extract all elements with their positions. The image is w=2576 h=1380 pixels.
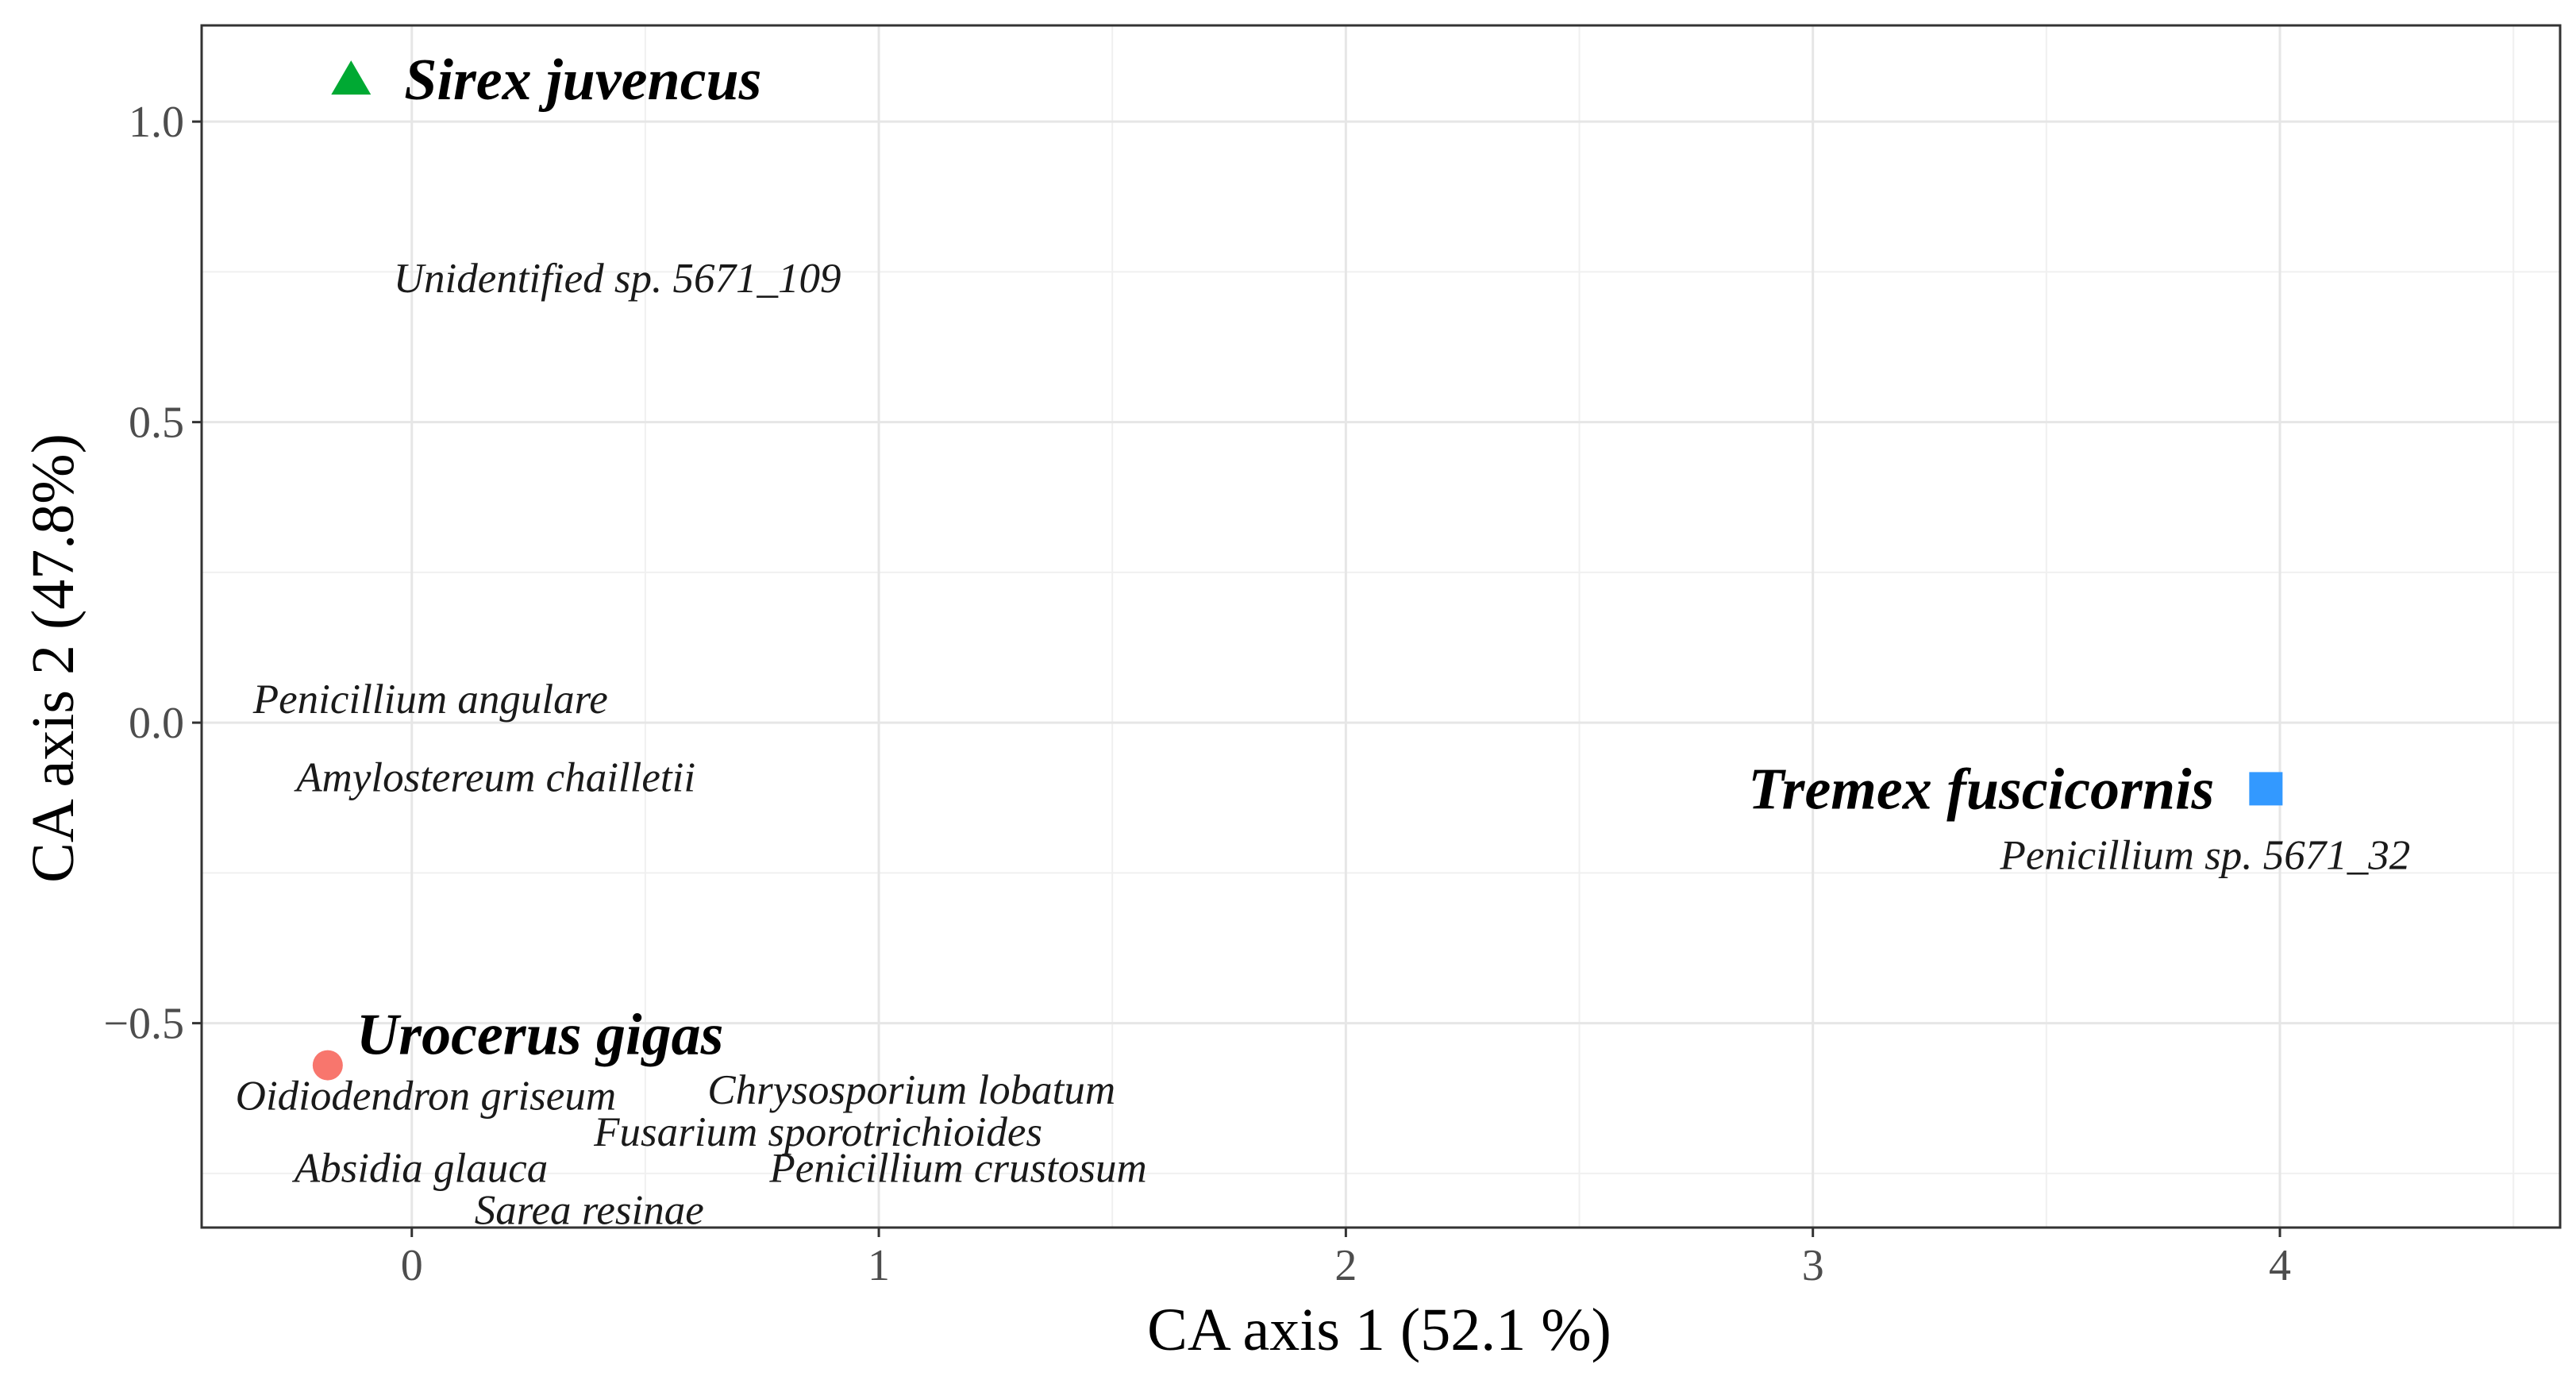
- site-label: Urocerus gigas: [356, 1003, 724, 1068]
- y-tick-label: −0.5: [103, 1000, 184, 1049]
- x-tick-label: 3: [1802, 1241, 1824, 1290]
- x-tick-label: 2: [1334, 1241, 1357, 1290]
- species-label: Oidiodendron griseum: [236, 1073, 616, 1119]
- species-label: Absidia glauca: [292, 1145, 548, 1191]
- species-label: Penicillium sp. 5671_32: [2000, 833, 2411, 879]
- y-tick-label: 0.0: [129, 699, 184, 748]
- site-point-circle: [312, 1050, 343, 1081]
- x-axis-title: CA axis 1 (52.1 %): [1147, 1297, 1611, 1363]
- axis-ticks: 0 1 2 3 4 −0.5 0.0 0.5 1.0: [103, 98, 2291, 1290]
- y-tick-label: 1.0: [129, 98, 184, 147]
- site-point-triangle: [331, 60, 372, 95]
- site-points: Sirex juvencus Tremex fuscicornis Urocerus…: [312, 48, 2283, 1081]
- species-label: Chrysosporium lobatum: [707, 1067, 1115, 1113]
- species-label: Penicillium angulare: [252, 677, 608, 723]
- panel-border: [200, 24, 2562, 1229]
- species-label: Amylostereum chailletii: [294, 754, 695, 800]
- site-point-square: [2249, 772, 2283, 806]
- x-tick-label: 4: [2269, 1241, 2291, 1290]
- species-labels: Unidentified sp. 5671_109 Penicillium ang…: [236, 256, 2411, 1233]
- site-label: Sirex juvencus: [404, 48, 761, 113]
- x-tick-label: 0: [401, 1241, 423, 1290]
- x-tick-label: 1: [868, 1241, 890, 1290]
- species-label: Unidentified sp. 5671_109: [394, 256, 841, 302]
- species-label: Fusarium sporotrichioides: [593, 1109, 1042, 1155]
- species-label: Sarea resinae: [475, 1187, 704, 1233]
- species-label: Penicillium crustosum: [768, 1145, 1146, 1191]
- site-label: Tremex fuscicornis: [1748, 757, 2214, 822]
- y-tick-label: 0.5: [129, 399, 184, 448]
- grid: [202, 25, 2560, 1228]
- y-axis-title: CA axis 2 (47.8%): [20, 434, 87, 883]
